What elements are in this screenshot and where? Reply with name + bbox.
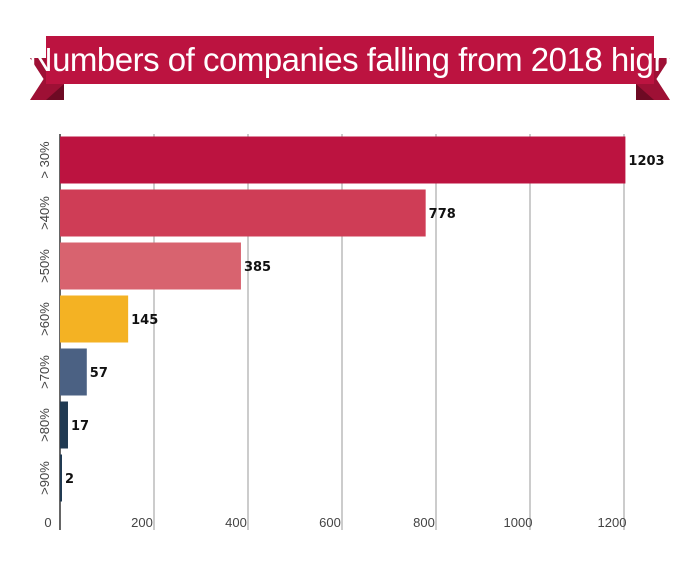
y-category-label: >60% [37, 302, 52, 336]
data-label: 385 [244, 260, 271, 275]
data-label: 57 [90, 366, 108, 381]
data-label: 17 [71, 419, 89, 434]
y-category-label: >50% [37, 249, 52, 283]
x-tick-label: 0 [44, 515, 51, 530]
bar [60, 348, 87, 396]
y-category-label: >40% [37, 196, 52, 230]
y-category-label: >90% [37, 461, 52, 495]
bar [60, 401, 68, 449]
x-tick-label: 600 [319, 515, 341, 530]
bar [60, 189, 426, 237]
y-category-label: >70% [37, 355, 52, 389]
bar [60, 242, 241, 290]
y-category-label: >80% [37, 408, 52, 442]
x-tick-label: 1200 [598, 515, 627, 530]
data-label: 145 [131, 313, 158, 328]
x-tick-label: 400 [225, 515, 247, 530]
bar [60, 454, 62, 502]
x-tick-label: 200 [131, 515, 153, 530]
x-tick-label: 800 [413, 515, 435, 530]
x-tick-label: 1000 [504, 515, 533, 530]
y-category-label: > 30% [37, 141, 52, 179]
chart-title: Numbers of companies falling from 2018 h… [28, 41, 672, 78]
banner-body: Numbers of companies falling from 2018 h… [29, 36, 672, 84]
data-label: 1203 [628, 154, 664, 169]
data-label: 2 [65, 472, 74, 487]
bar [60, 295, 129, 343]
title-banner: Numbers of companies falling from 2018 h… [29, 32, 672, 104]
data-label: 778 [429, 207, 456, 222]
bar [60, 136, 626, 184]
